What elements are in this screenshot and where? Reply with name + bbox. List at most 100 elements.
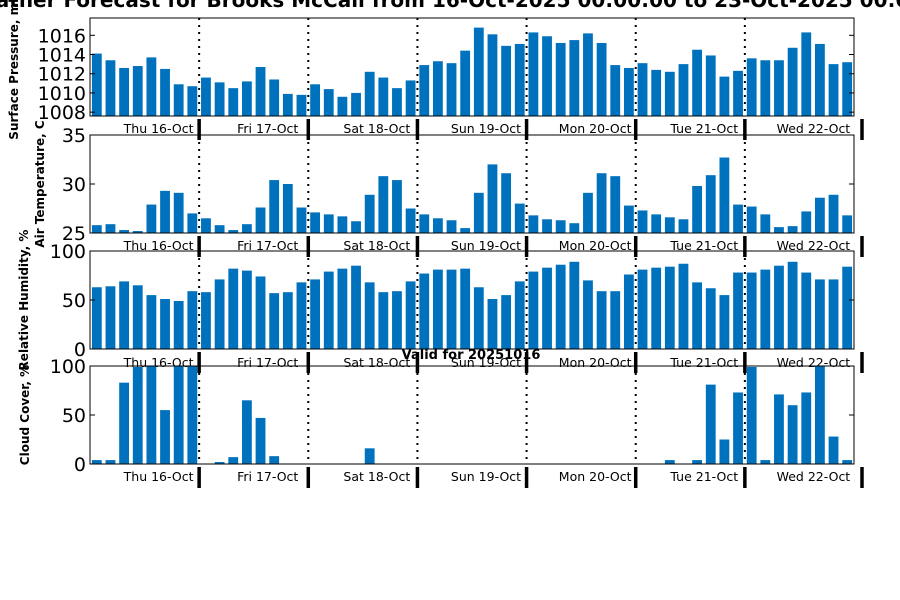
temperature-bar xyxy=(405,208,416,233)
temperature-bar xyxy=(419,214,430,233)
humidity-bar xyxy=(583,280,593,349)
temperature-bar xyxy=(146,204,157,233)
cloud-bar xyxy=(760,460,771,464)
day-label: Sat 18-Oct xyxy=(343,355,410,370)
humidity-bar xyxy=(310,279,321,349)
y-tick-label: 100 xyxy=(50,241,86,263)
chart-title: Weather Forecast for Brooks McCall from … xyxy=(0,0,900,12)
panel-temperature: 25 30 35 Air Temperature, C Thu 16-Oct Fri 17… xyxy=(33,120,864,257)
y-axis-label: Air Temperature, C xyxy=(33,120,47,248)
humidity-bar xyxy=(241,270,252,349)
cloud-bar xyxy=(774,394,784,464)
temperature-bar xyxy=(555,220,566,233)
cloud-bar xyxy=(719,439,730,464)
cloud-bar xyxy=(119,382,130,464)
day-label: Mon 20-Oct xyxy=(559,355,632,370)
cloud-bar xyxy=(705,384,716,464)
temperature-bar xyxy=(378,176,389,233)
humidity-bar xyxy=(432,269,443,349)
pressure-bar xyxy=(651,69,662,116)
temperature-bar xyxy=(623,205,634,233)
humidity-bar xyxy=(282,292,293,349)
humidity-bar xyxy=(555,264,566,349)
cloud-bar xyxy=(787,405,798,464)
pressure-bar xyxy=(419,65,430,116)
temperature-bar xyxy=(664,217,675,233)
temperature-bar xyxy=(801,211,812,233)
temperature-bar xyxy=(733,204,743,233)
pressure-bar xyxy=(323,89,334,116)
day-label: Sat 18-Oct xyxy=(343,238,410,253)
y-axis-label: Relative Humidity, % xyxy=(17,230,31,371)
cloud-bar xyxy=(105,460,116,464)
y-tick-label: 1012 xyxy=(38,64,86,86)
humidity-bar xyxy=(814,279,825,349)
pressure-bar xyxy=(296,94,307,116)
temperature-bar xyxy=(173,192,184,233)
pressure-bar xyxy=(241,81,252,116)
pressure-bar xyxy=(473,27,484,116)
cloud-bar xyxy=(814,366,825,464)
humidity-bar xyxy=(473,287,484,349)
temperature-bar xyxy=(160,190,170,233)
humidity-bar xyxy=(664,266,675,349)
pressure-bar xyxy=(733,70,743,116)
pressure-bar xyxy=(583,33,593,117)
temperature-bar xyxy=(774,227,784,233)
humidity-bar xyxy=(569,261,580,349)
humidity-bar xyxy=(719,295,730,349)
day-label: Sun 19-Oct xyxy=(451,469,521,484)
pressure-bar xyxy=(774,60,784,116)
humidity-bar xyxy=(828,279,839,349)
humidity-bar xyxy=(692,282,703,349)
day-label: Mon 20-Oct xyxy=(559,469,632,484)
temperature-bar xyxy=(432,218,443,233)
temperature-bar xyxy=(583,192,593,233)
pressure-bar xyxy=(678,64,689,116)
day-label: Sun 19-Oct xyxy=(451,238,521,253)
y-tick-label: 25 xyxy=(62,223,86,245)
temperature-bar xyxy=(460,228,471,233)
humidity-bar xyxy=(132,285,143,349)
pressure-bar xyxy=(760,60,771,116)
y-tick-label: 0 xyxy=(74,339,86,361)
humidity-bar xyxy=(610,291,621,349)
cloud-bar xyxy=(187,366,198,464)
cloud-bar xyxy=(801,392,812,464)
temperature-bar xyxy=(473,192,484,233)
humidity-bar xyxy=(323,271,334,349)
humidity-bar xyxy=(187,291,198,349)
pressure-bar xyxy=(569,40,580,116)
humidity-bar xyxy=(91,287,102,349)
humidity-bar xyxy=(678,263,689,349)
temperature-bar xyxy=(569,223,580,233)
humidity-bar xyxy=(542,267,552,349)
temperature-bar xyxy=(487,164,498,233)
cloud-bar xyxy=(173,366,184,464)
pressure-bar xyxy=(105,60,116,116)
cloud-bar xyxy=(255,417,266,464)
day-label: Fri 17-Oct xyxy=(237,469,298,484)
temperature-bar xyxy=(132,231,143,233)
pressure-bar xyxy=(487,34,498,116)
y-tick-label: 1008 xyxy=(38,102,86,124)
y-tick-label: 1014 xyxy=(38,45,86,67)
humidity-bar xyxy=(514,281,525,349)
pressure-bar xyxy=(201,77,211,116)
day-label: Thu 16-Oct xyxy=(123,121,194,136)
temperature-bar xyxy=(351,221,361,233)
cloud-bar xyxy=(214,462,225,464)
pressure-bar xyxy=(596,42,607,117)
day-label: Wed 22-Oct xyxy=(777,121,851,136)
y-tick-label: 1016 xyxy=(38,25,86,47)
y-tick-label: 100 xyxy=(50,356,86,378)
pressure-bar xyxy=(610,65,621,116)
pressure-bar xyxy=(364,71,375,116)
temperature-bar xyxy=(760,214,771,233)
chart-subtitle: Valid for 20251016 xyxy=(402,348,541,363)
cloud-bar xyxy=(241,400,252,464)
temperature-bar xyxy=(528,215,539,233)
day-label: Fri 17-Oct xyxy=(237,238,298,253)
